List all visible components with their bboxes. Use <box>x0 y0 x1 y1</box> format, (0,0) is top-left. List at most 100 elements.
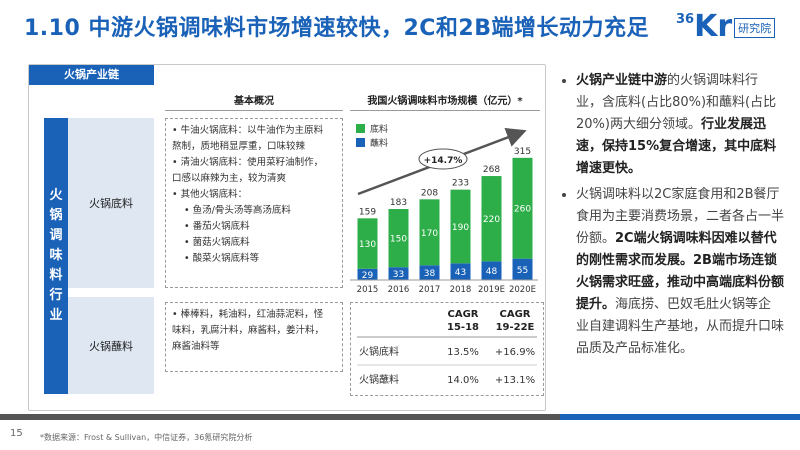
bar-label-base-2016: 150 <box>390 235 407 245</box>
cagr-header-1b: 15-18 <box>447 322 479 333</box>
base-line: 口感以麻辣为主，较为清爽 <box>172 173 287 184</box>
summary-bold: 火锅产业链中游 <box>576 73 668 88</box>
dip-description: • 棒棒料，耗油料，红油蒜泥料，怪 味料，乳腐汁料，麻酱料，姜汁料， 麻酱油料等 <box>165 302 343 372</box>
x-tick-2016: 2016 <box>388 285 410 295</box>
dip-line: 味料，乳腐汁料，麻酱料，姜汁料， <box>172 325 325 336</box>
base-subline: • 鱼汤/骨头汤等高汤底料 <box>184 205 291 216</box>
base-subline: • 菌菇火锅底料 <box>184 237 250 248</box>
dip-line: • 棒棒料，耗油料，红油蒜泥料，怪 <box>172 309 324 320</box>
cagr-row-name: 火锅蘸料 <box>359 373 399 386</box>
summary-text: 火锅产业链中游的火锅调味料行业，含底料(占比80%)和蘸料(占比20%)两大细分… <box>562 70 784 364</box>
bar-label-base-2020E: 260 <box>514 205 531 215</box>
bottom-bar-gray <box>0 414 560 420</box>
bar-label-base-2017: 170 <box>421 229 438 239</box>
base-line: • 清油火锅底料：使用菜籽油制作， <box>172 157 324 168</box>
bar-dip-2015 <box>357 268 378 280</box>
page-number: 15 <box>10 428 23 439</box>
content-frame <box>28 64 546 411</box>
summary-bold: 行业发展迅速，保持15%复合增速，其中底料增速更快。 <box>576 117 777 176</box>
industry-vertical-text: 火锅调味料行业 <box>49 188 63 323</box>
legend-label-base: 底料 <box>370 123 388 135</box>
bar-label-dip-2019E: 48 <box>486 267 498 277</box>
source-note: *数据来源：Frost & Sullivan，中信证券，36氪研究院分析 <box>40 433 253 442</box>
bar-base-2017 <box>419 199 440 266</box>
bar-label-base-2019E: 220 <box>483 215 500 225</box>
bar-label-dip-2017: 38 <box>424 269 436 279</box>
bar-dip-2016 <box>388 267 409 280</box>
brand-logo: 36Kr 研究院 <box>676 9 776 44</box>
x-tick-2017: 2017 <box>419 285 441 295</box>
bar-base-2016 <box>388 209 409 268</box>
cagr-table: CAGR 15-18 CAGR 19-22E 火锅底料 13.5% +16.9%… <box>357 309 537 386</box>
bar-dip-2018 <box>450 263 471 280</box>
cagr-header-2a: CAGR <box>500 309 531 320</box>
cagr-row-value: +13.1% <box>495 375 535 386</box>
base-line: 熬制，质地稍显厚重，口味较辣 <box>172 141 306 152</box>
page-title: 1.10 中游火锅调味料市场增速较快，2C和2B端增长动力充足 <box>24 16 649 41</box>
summary-text-span: 的火锅调味料行业，含底料(占比80%)和蘸料(占比20%)两大细分领域。 <box>576 73 777 132</box>
legend-swatch-dip <box>356 138 365 147</box>
bar-total-2020E: 315 <box>514 147 531 157</box>
bar-base-2020E <box>512 157 533 259</box>
x-tick-2015: 2015 <box>357 285 379 295</box>
summary-point-1: 火锅产业链中游的火锅调味料行业，含底料(占比80%)和蘸料(占比20%)两大细分… <box>576 70 784 180</box>
bar-label-base-2015: 130 <box>359 240 376 250</box>
bar-base-2019E <box>481 176 502 262</box>
chart-legend: 底料 蘸料 <box>356 123 388 149</box>
x-tick-2020E: 2020E <box>509 285 536 295</box>
chain-label: 火锅产业链 <box>29 65 154 85</box>
scale-header: 我国火锅调味料市场规模（亿元）* <box>367 96 523 107</box>
bar-dip-2020E <box>512 258 533 280</box>
logo-tag: 研究院 <box>734 18 776 38</box>
cagr-header-2b: 19-22E <box>496 322 535 333</box>
bar-total-2017: 208 <box>421 188 438 198</box>
summary-bold: 2C端火锅调味料因难以替代的刚性需求而发展。2B端市场连锁火锅需求旺盛，推动中高… <box>576 231 785 312</box>
bar-dip-2019E <box>481 261 502 280</box>
logo-kr: Kr <box>694 9 733 44</box>
industry-vertical-label: 火锅调味料行业 <box>44 118 68 394</box>
base-description: • 牛油火锅底料：以牛油作为主原料 熬制，质地稍显厚重，口味较辣 • 清油火锅底… <box>165 118 343 288</box>
bar-dip-2017 <box>419 265 440 280</box>
summary-text-span: 火锅调味料以2C家庭食用和2B餐厅食用为主要消费场景，二者各占一半份额。 <box>576 187 785 246</box>
cagr-row-name: 火锅底料 <box>359 345 399 358</box>
bar-label-dip-2016: 33 <box>393 270 404 280</box>
legend-label-dip: 蘸料 <box>370 137 388 149</box>
overview-header: 基本概况 <box>234 96 274 107</box>
bar-label-dip-2018: 43 <box>455 268 466 278</box>
base-line: • 牛油火锅底料：以牛油作为主原料 <box>172 125 324 136</box>
bar-total-2016: 183 <box>390 198 407 208</box>
bar-label-dip-2020E: 55 <box>517 266 528 276</box>
base-subline: • 酸菜火锅底料等 <box>184 253 260 264</box>
cagr-header-1a: CAGR <box>448 309 479 320</box>
summary-point-2: 火锅调味料以2C家庭食用和2B餐厅食用为主要消费场景，二者各占一半份额。2C端火… <box>576 184 784 360</box>
dip-line: 麻酱油料等 <box>172 341 220 352</box>
base-subline: • 番茄火锅底料 <box>184 221 250 232</box>
growth-annotation-bubble <box>418 148 468 170</box>
bottom-bar-blue <box>560 414 800 420</box>
market-size-chart: 底料 蘸料 +14.7% 29 130 159 2015 33 150 183 2016 38 1… <box>350 123 538 295</box>
cagr-row-value: +16.9% <box>495 347 535 358</box>
logo-number: 36 <box>676 12 695 27</box>
bar-total-2019E: 268 <box>483 165 500 175</box>
chart-bars: 29 130 159 2015 33 150 183 2016 38 170 208 2017 43 19… <box>357 147 536 295</box>
scale-header-line <box>350 110 540 111</box>
legend-swatch-base <box>356 124 365 133</box>
bar-label-base-2018: 190 <box>452 223 469 233</box>
overview-header-line <box>165 110 343 111</box>
bar-label-dip-2015: 29 <box>362 271 374 281</box>
growth-annotation: +14.7% <box>424 156 463 166</box>
bottom-bar <box>0 414 800 420</box>
x-tick-2019E: 2019E <box>478 285 505 295</box>
row-label-dip: 火锅蘸料 <box>68 297 154 394</box>
base-line: • 其他火锅底料： <box>172 189 248 200</box>
cagr-row-value: 13.5% <box>447 347 479 358</box>
bar-base-2015 <box>357 218 378 269</box>
summary-text-span: 海底捞、巴奴毛肚火锅等企业自建调料生产基地，从而提升口味品质及产品标准化。 <box>576 297 785 356</box>
bar-total-2018: 233 <box>452 179 469 189</box>
bar-base-2018 <box>450 189 471 264</box>
cagr-table-box: CAGR 15-18 CAGR 19-22E 火锅底料 13.5% +16.9%… <box>350 302 544 396</box>
bar-total-2015: 159 <box>359 207 376 217</box>
row-label-base: 火锅底料 <box>68 118 154 288</box>
cagr-row-value: 14.0% <box>447 375 479 386</box>
x-tick-2018: 2018 <box>450 285 472 295</box>
